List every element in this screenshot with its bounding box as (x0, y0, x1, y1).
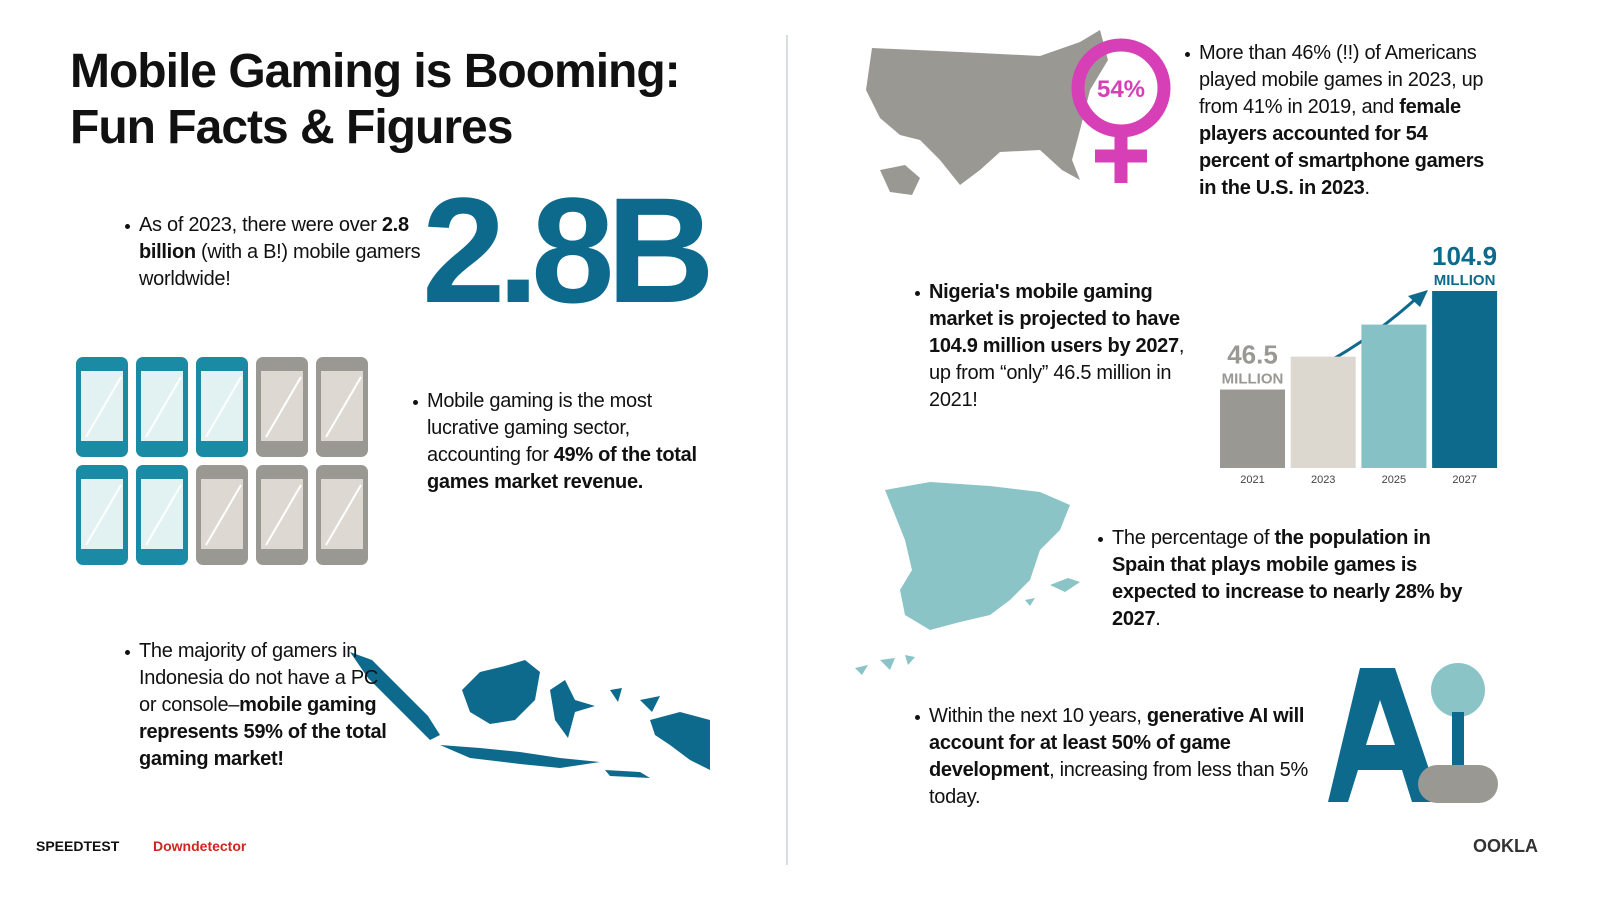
x-tick-label: 2021 (1240, 474, 1264, 486)
fact-highlight: generative AI will account for at least … (929, 705, 1305, 781)
fact-text: Within the next 10 years, (929, 705, 1147, 727)
usa-map (866, 30, 1108, 195)
bar (1361, 324, 1427, 468)
fact-highlight: 2.8 billion (139, 214, 409, 263)
fact-text: (with a B!) mobile gamers worldwide! (139, 241, 421, 290)
fact-highlight: Nigeria's mobile gaming market is projec… (929, 281, 1180, 357)
fact-highlight: the population in Spain that plays mobil… (1112, 527, 1463, 630)
fact: The percentage of the population in Spai… (1098, 525, 1482, 633)
fact: As of 2023, there were over 2.8 billion … (125, 212, 439, 293)
bullet (125, 650, 130, 655)
phone-screen (81, 479, 123, 549)
phone-screen (261, 479, 303, 549)
phone-screen (141, 371, 183, 441)
spain-map (855, 482, 1080, 675)
fact-text: The majority of gamers in Indonesia do n… (139, 640, 379, 716)
fact-highlight: 49% of the total games market revenue. (427, 444, 697, 493)
value-unit: MILLION (1222, 371, 1284, 388)
fact-text: As of 2023, there were over (139, 214, 382, 236)
fact: Within the next 10 years, generative AI … (915, 703, 1319, 811)
bullet (1185, 52, 1190, 57)
fact-text: Mobile gaming is the most lucrative gami… (427, 390, 652, 466)
x-tick-label: 2027 (1452, 474, 1476, 486)
arrow-head (1408, 290, 1428, 307)
bar (1220, 389, 1285, 468)
bullet (1098, 537, 1103, 542)
bullet (915, 715, 920, 720)
fact: Mobile gaming is the most lucrative gami… (413, 388, 697, 496)
phone-glare (205, 484, 242, 546)
phone-glare (145, 484, 182, 546)
fact-highlight: female players accounted for 54 percent … (1199, 96, 1485, 199)
value-label: 46.5 (1227, 340, 1278, 370)
phone-screen (201, 371, 243, 441)
ai-icon (1328, 663, 1498, 803)
indonesia-map (350, 652, 710, 778)
x-tick-label: 2025 (1382, 474, 1406, 486)
phone-icons (76, 357, 368, 565)
fact: Nigeria's mobile gaming market is projec… (915, 279, 1189, 414)
downdetector-logo: Downdetector (153, 838, 247, 854)
phone-glare (205, 376, 242, 438)
phone-screen (201, 479, 243, 549)
title-line: Fun Facts & Figures (70, 101, 513, 154)
fact-text: . (1364, 177, 1370, 199)
bullet (125, 224, 130, 229)
fact-text: , up from “only” 46.5 million in 2021! (929, 335, 1185, 411)
fact-text: The percentage of (1112, 527, 1275, 549)
phone-glare (85, 484, 122, 546)
phone-glare (265, 376, 302, 438)
title: Mobile Gaming is Booming: Fun Facts & Fig… (70, 44, 681, 156)
fact: The majority of gamers in Indonesia do n… (125, 638, 389, 773)
bar (1432, 291, 1498, 468)
bullet (915, 291, 920, 296)
fact-text: , increasing from less than 5% today. (929, 759, 1308, 808)
usa-stat: 54% (1097, 76, 1145, 103)
bar (1290, 356, 1356, 468)
venus-symbol (1071, 38, 1171, 183)
phone-glare (85, 376, 122, 438)
phone-glare (325, 376, 362, 438)
value-unit: MILLION (1434, 272, 1496, 289)
ookla-logo: OOKLA (1473, 836, 1538, 856)
phone-screen (141, 479, 183, 549)
bullet (413, 400, 418, 405)
phone-screen (81, 371, 123, 441)
x-tick-label: 2023 (1311, 474, 1335, 486)
fact-text: . (1155, 608, 1161, 630)
fact-text: More than 46% (!!) of Americans played m… (1199, 42, 1484, 118)
fact-highlight: mobile gaming represents 59% of the tota… (139, 694, 387, 770)
phone-screen (321, 479, 363, 549)
phone-glare (325, 484, 362, 546)
value-label: 104.9 (1432, 241, 1497, 271)
fact: More than 46% (!!) of Americans played m… (1185, 40, 1489, 202)
phone-screen (321, 371, 363, 441)
title-line: Mobile Gaming is Booming: (70, 45, 681, 98)
phone-screen (261, 371, 303, 441)
speedtest-logo: SPEEDTEST (36, 838, 120, 854)
phone-glare (145, 376, 182, 438)
big-stat: 2.8B (422, 166, 715, 334)
phone-glare (265, 484, 302, 546)
